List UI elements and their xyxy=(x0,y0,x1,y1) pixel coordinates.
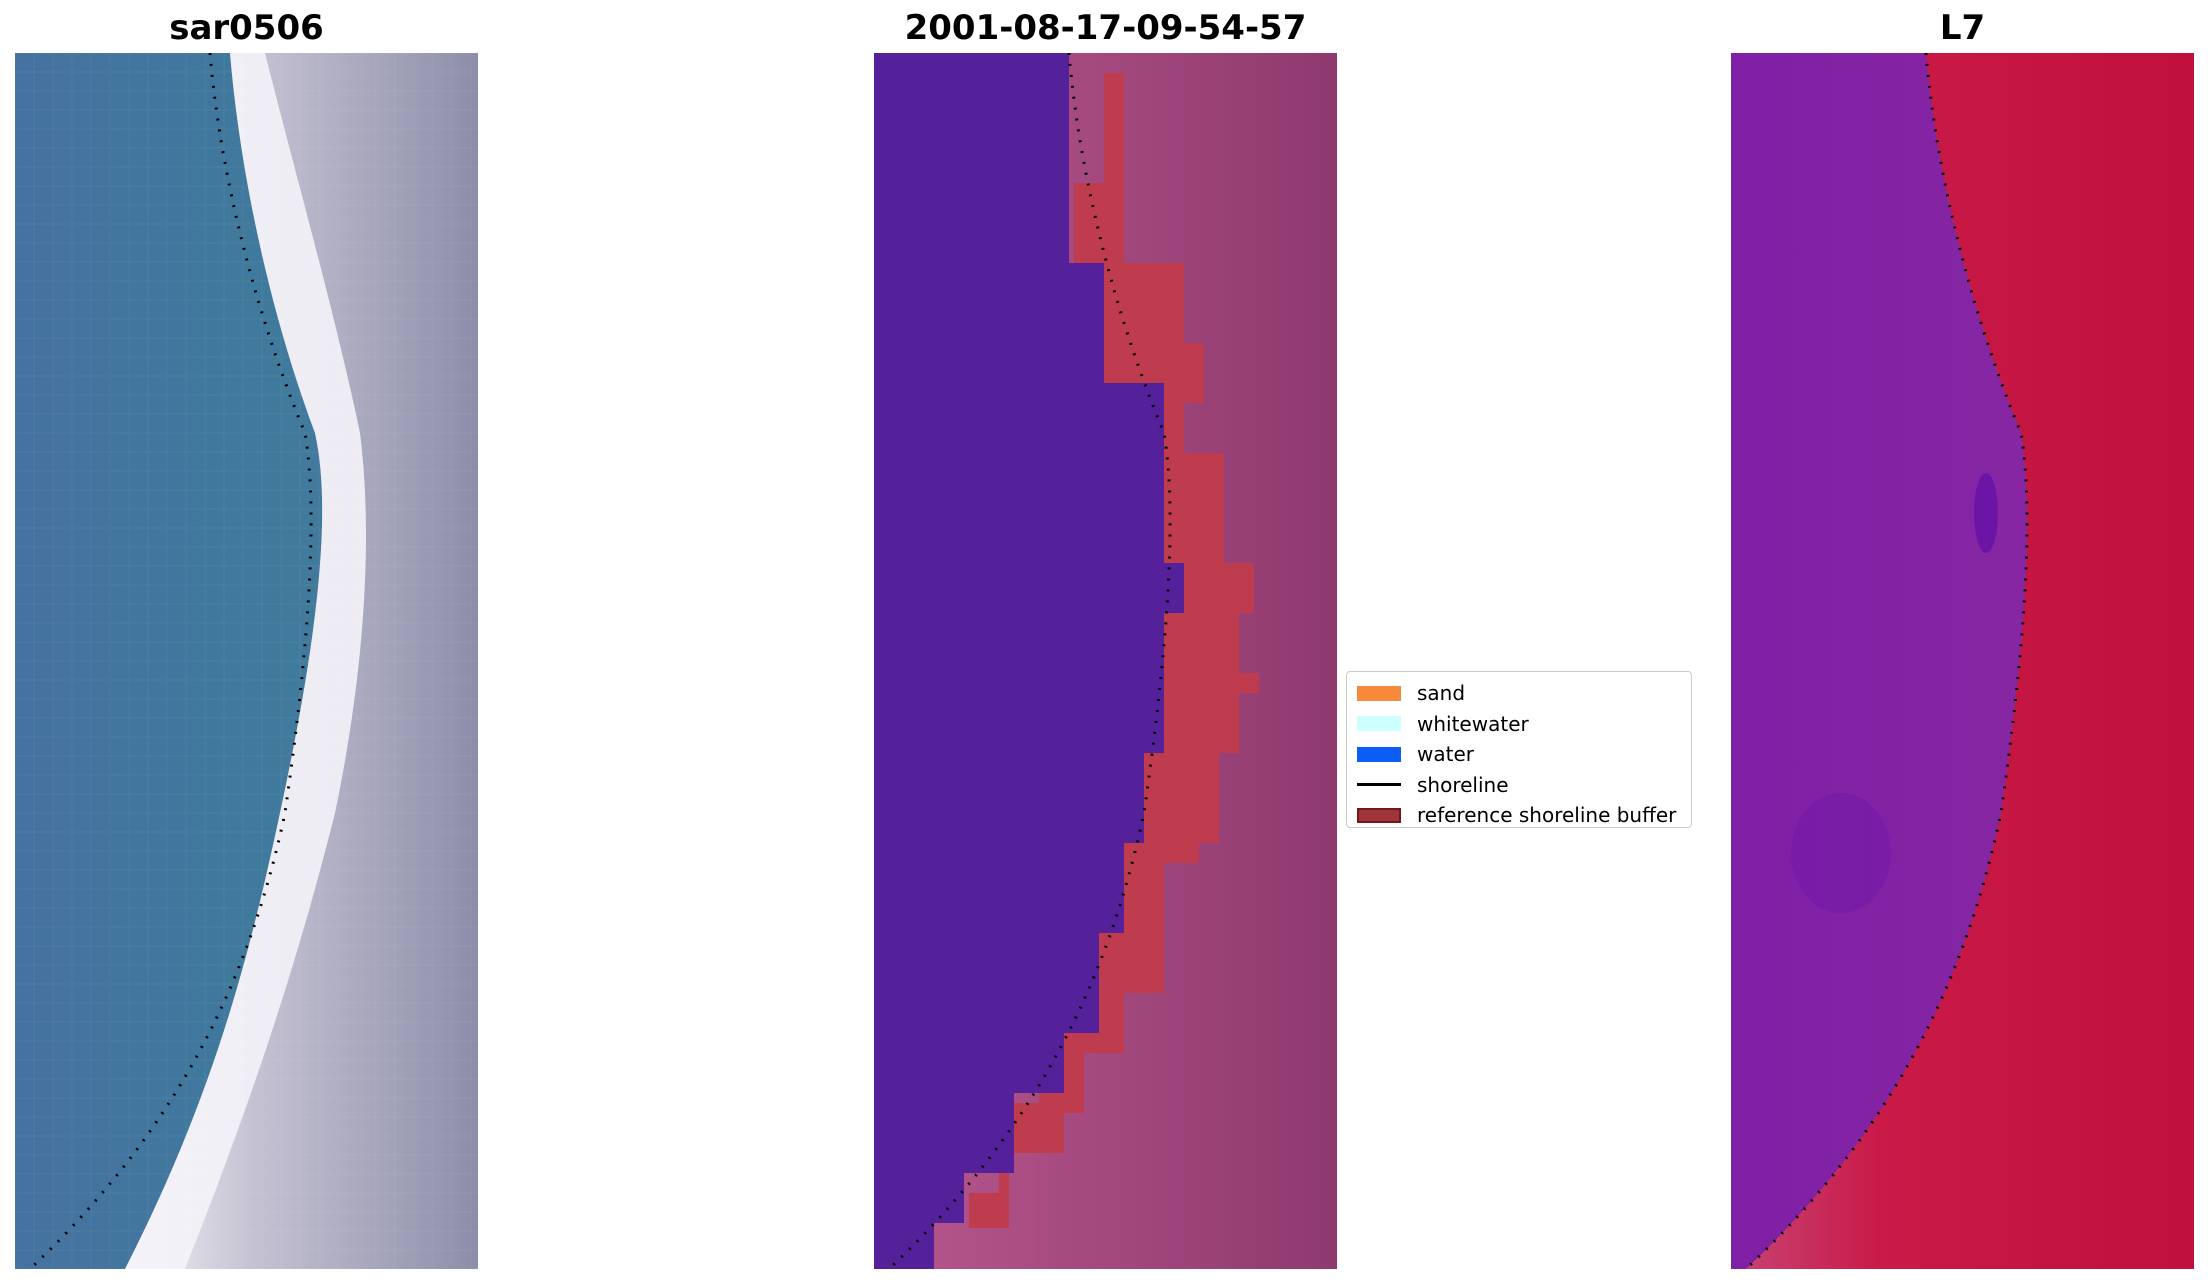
legend-label-whitewater: whitewater xyxy=(1417,711,1529,736)
shoreline xyxy=(28,53,313,1269)
rgb-image xyxy=(15,53,478,1269)
reference-shoreline-buffer xyxy=(969,73,1259,1228)
shoreline xyxy=(1744,53,2029,1269)
panel-title-classified: 2001-08-17-09-54-57 xyxy=(904,8,1307,48)
index-image xyxy=(1731,53,2194,1269)
legend-item-sand: sand xyxy=(1357,678,1681,709)
rgb-image-panel xyxy=(15,53,478,1269)
legend-label-sand: sand xyxy=(1417,681,1466,706)
legend-item-whitewater: whitewater xyxy=(1357,709,1681,740)
panel-title-rgb: sar0506 xyxy=(169,8,324,48)
panel-title-index: L7 xyxy=(1939,8,1986,48)
classified-image xyxy=(874,53,1337,1269)
water-class xyxy=(874,53,1184,1269)
classified-image-panel xyxy=(874,53,1337,1269)
legend: sand whitewater water shoreline referenc… xyxy=(1346,671,1692,828)
whitewater-swatch xyxy=(1357,716,1401,732)
legend-label-shoreline: shoreline xyxy=(1417,772,1509,797)
shoreline xyxy=(887,53,1172,1269)
legend-item-water: water xyxy=(1357,739,1681,770)
legend-label-buffer: reference shoreline buffer xyxy=(1417,803,1677,828)
legend-item-shoreline: shoreline xyxy=(1357,770,1681,801)
legend-item-buffer: reference shoreline buffer xyxy=(1357,800,1681,831)
sand-swatch xyxy=(1357,685,1401,701)
index-image-panel xyxy=(1731,53,2194,1269)
shoreline-swatch xyxy=(1357,783,1401,787)
buffer-swatch xyxy=(1357,807,1401,823)
legend-label-water: water xyxy=(1417,742,1474,767)
water-swatch xyxy=(1357,746,1401,762)
